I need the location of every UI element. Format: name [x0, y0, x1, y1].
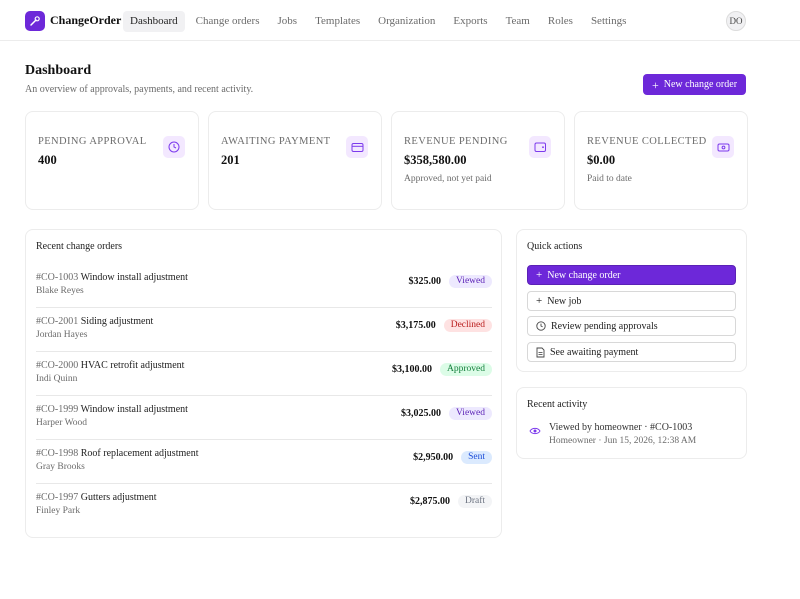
top-navigation-bar: ChangeOrder Dashboard Change orders Jobs… [0, 0, 800, 41]
quick-action-label: New job [547, 295, 582, 307]
nav-item-jobs[interactable]: Jobs [277, 15, 298, 27]
status-badge: Draft [457, 495, 492, 508]
order-id: #CO-1998 [36, 448, 79, 459]
plus-icon: + [651, 77, 659, 92]
stat-label: Revenue pending [404, 136, 508, 147]
table-row[interactable]: #CO-2001 Siding adjustment Jordan Hayes … [36, 308, 492, 352]
nav-item-team[interactable]: Team [505, 15, 530, 27]
order-customer: Indi Quinn [36, 374, 78, 384]
page-title: Dashboard [25, 63, 92, 78]
credit-card-icon [346, 136, 368, 158]
quick-action-label: Review pending approvals [551, 320, 658, 332]
nav-item-organization[interactable]: Organization [378, 15, 436, 27]
quick-awaiting-payment-button[interactable]: See awaiting payment [527, 342, 736, 362]
status-badge: Viewed [449, 275, 492, 288]
quick-new-change-order-button[interactable]: + New change order [527, 265, 736, 285]
cash-icon [712, 136, 734, 158]
panel-title: Recent activity [527, 399, 588, 410]
nav-item-exports[interactable]: Exports [453, 15, 488, 27]
table-row[interactable]: #CO-2000 HVAC retrofit adjustment Indi Q… [36, 352, 492, 396]
brand-logo[interactable] [25, 11, 45, 31]
quick-review-approvals-button[interactable]: Review pending approvals [527, 316, 736, 336]
order-amount: $325.00 [408, 276, 442, 287]
order-id: #CO-1003 [36, 272, 79, 283]
stat-value: 201 [221, 153, 240, 167]
nav-item-change-orders[interactable]: Change orders [195, 15, 260, 27]
stat-label: Revenue collected [587, 136, 707, 147]
status-badge: Approved [440, 363, 492, 376]
stat-card-awaiting-payment: Awaiting payment 201 [208, 111, 382, 210]
order-name: Window install adjustment [80, 272, 188, 283]
brand-name[interactable]: ChangeOrder [50, 13, 122, 27]
clock-icon [536, 321, 546, 331]
quick-actions-panel: Quick actions + New change order + New j… [516, 229, 747, 372]
order-customer: Harper Wood [36, 418, 88, 428]
stat-label: Awaiting payment [221, 136, 331, 147]
wrench-icon [30, 16, 40, 26]
user-avatar[interactable]: DO [726, 11, 746, 31]
new-change-order-label: New change order [663, 79, 738, 90]
nav-item-roles[interactable]: Roles [547, 15, 573, 27]
wallet-icon [529, 136, 551, 158]
order-amount: $3,175.00 [395, 320, 436, 331]
quick-action-label: See awaiting payment [550, 346, 639, 358]
activity-meta: Homeowner · Jun 15, 2026, 12:38 AM [549, 436, 697, 446]
stat-subtext: Paid to date [587, 174, 632, 184]
table-row[interactable]: #CO-1999 Window install adjustment Harpe… [36, 396, 492, 440]
nav-item-templates[interactable]: Templates [315, 15, 361, 27]
order-name: Window install adjustment [80, 404, 188, 415]
order-name: Roof replacement adjustment [80, 448, 199, 459]
table-row[interactable]: #CO-1997 Gutters adjustment Finley Park … [36, 484, 492, 528]
stat-label: Pending approval [38, 136, 147, 147]
table-row[interactable]: #CO-1003 Window install adjustment Blake… [36, 264, 492, 308]
nav-item-settings[interactable]: Settings [590, 15, 627, 27]
order-name: Siding adjustment [80, 316, 154, 327]
quick-action-label: New change order [547, 269, 621, 281]
order-customer: Finley Park [36, 506, 81, 516]
stat-card-revenue-collected: Revenue collected $0.00 Paid to date [574, 111, 748, 210]
document-icon [536, 347, 545, 357]
stat-value: $358,580.00 [404, 153, 467, 167]
clock-icon [163, 136, 185, 158]
status-badge: Viewed [449, 407, 492, 420]
panel-title: Quick actions [527, 241, 583, 252]
activity-title[interactable]: Viewed by homeowner · #CO-1003 [549, 422, 693, 433]
status-badge: Sent [461, 451, 492, 464]
order-amount: $2,950.00 [413, 452, 454, 463]
order-name: HVAC retrofit adjustment [80, 360, 185, 371]
plus-icon: + [536, 295, 543, 307]
order-amount: $3,100.00 [392, 364, 432, 375]
nav-item-dashboard[interactable]: Dashboard [123, 11, 185, 32]
panel-title: Recent change orders [36, 241, 123, 252]
order-customer: Gray Brooks [36, 462, 85, 472]
order-name: Gutters adjustment [80, 492, 157, 503]
order-amount: $3,025.00 [401, 408, 442, 419]
table-row[interactable]: #CO-1998 Roof replacement adjustment Gra… [36, 440, 492, 484]
order-id: #CO-1997 [36, 492, 79, 503]
recent-activity-panel: Recent activity Viewed by homeowner · #C… [516, 387, 747, 459]
order-id: #CO-2000 [36, 360, 79, 371]
page-subtitle: An overview of approvals, payments, and … [25, 84, 254, 95]
eye-icon [529, 427, 541, 435]
quick-new-job-button[interactable]: + New job [527, 291, 736, 311]
new-change-order-button[interactable]: + New change order [643, 74, 746, 95]
order-customer: Blake Reyes [36, 286, 84, 296]
plus-icon: + [536, 269, 543, 281]
main-nav: Dashboard Change orders Jobs Templates O… [123, 11, 637, 32]
stat-subtext: Approved, not yet paid [404, 174, 492, 184]
order-amount: $2,875.00 [409, 496, 450, 507]
order-id: #CO-1999 [36, 404, 79, 415]
status-badge: Declined [443, 319, 492, 332]
stat-card-revenue-pending: Revenue pending $358,580.00 Approved, no… [391, 111, 565, 210]
stat-value: 400 [38, 153, 57, 167]
stat-value: $0.00 [587, 153, 616, 167]
recent-change-orders-panel: Recent change orders #CO-1003 Window ins… [25, 229, 502, 538]
order-id: #CO-2001 [36, 316, 79, 327]
stat-card-pending-approval: Pending approval 400 [25, 111, 199, 210]
order-customer: Jordan Hayes [36, 330, 88, 340]
